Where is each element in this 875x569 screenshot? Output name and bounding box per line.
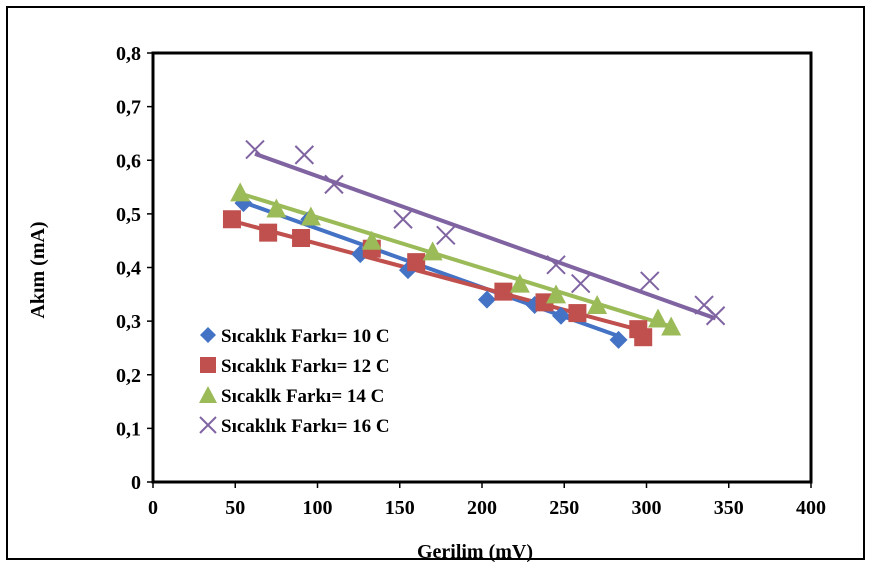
y-axis-title: Akım (mA): [27, 221, 49, 318]
legend-label: Sıcaklk Farkı= 14 C: [221, 386, 384, 407]
data-point: [546, 255, 566, 275]
data-point: [292, 229, 311, 248]
y-tick-label: 0,6: [116, 150, 141, 172]
series-4-points: [245, 139, 726, 326]
data-point: [609, 330, 628, 349]
legend: Sıcaklık Farkı= 10 C Sıcaklık Farkı= 12 C…: [199, 326, 390, 437]
data-point: [361, 230, 382, 250]
data-point: [324, 174, 344, 195]
x-tick-label: 0: [148, 497, 158, 519]
data-point: [477, 290, 496, 309]
y-tick-label: 0,3: [116, 311, 141, 333]
data-point: [222, 210, 241, 229]
x-tick-label: 100: [303, 497, 333, 519]
data-point: [245, 139, 265, 160]
data-point: [570, 273, 591, 294]
chart-figure: 0 50 100 150 200 250 300 350 400 0 0,1 0,2 0,3 0,4 0,…: [6, 6, 865, 562]
data-point: [407, 253, 426, 272]
legend-marker: [200, 327, 216, 343]
y-tick-label: 0,5: [116, 204, 141, 226]
x-axis-title: Gerilim (mV): [417, 541, 533, 562]
data-point: [422, 241, 443, 261]
y-tick-label: 0,4: [116, 258, 141, 280]
x-tick-label: 350: [714, 497, 744, 519]
data-point: [661, 316, 682, 336]
data-point: [551, 306, 570, 325]
series-3-points: [230, 182, 682, 336]
y-tick-label: 0,1: [116, 418, 141, 440]
data-point: [266, 198, 287, 218]
data-point: [546, 284, 567, 304]
data-point: [568, 304, 587, 323]
trendline-series-3: [239, 191, 672, 329]
x-tick-label: 250: [549, 497, 579, 519]
x-axis-ticks: 0 50 100 150 200 250 300 350 400: [148, 482, 826, 519]
legend-label: Sıcaklık Farkı= 12 C: [221, 356, 390, 377]
data-point: [259, 223, 278, 242]
data-point: [436, 225, 456, 246]
data-point: [705, 306, 726, 326]
data-point: [494, 282, 513, 301]
x-tick-label: 50: [225, 497, 245, 519]
data-point: [294, 145, 315, 165]
x-tick-label: 200: [467, 497, 497, 519]
legend-marker: [199, 416, 217, 434]
data-markers: [222, 139, 726, 349]
data-point: [230, 182, 251, 202]
data-point: [640, 271, 660, 291]
legend-marker: [200, 357, 216, 373]
data-point: [393, 209, 413, 229]
chart-svg: 0 50 100 150 200 250 300 350 400 0 0,1 0,2 0,3 0,4 0,…: [27, 43, 826, 562]
data-point: [587, 295, 608, 315]
x-tick-label: 150: [385, 497, 415, 519]
x-tick-label: 300: [632, 497, 662, 519]
x-tick-label: 400: [796, 497, 826, 519]
data-point: [300, 206, 321, 226]
legend-marker: [199, 386, 217, 403]
y-tick-label: 0,7: [116, 97, 141, 119]
data-point: [509, 273, 530, 293]
y-tick-label: 0,2: [116, 365, 141, 387]
y-axis-ticks: 0 0,1 0,2 0,3 0,4 0,5 0,6 0,7 0,8: [116, 43, 153, 494]
y-tick-label: 0: [131, 472, 141, 494]
data-point: [648, 308, 669, 328]
legend-label: Sıcaklık Farkı= 10 C: [221, 326, 390, 347]
data-point: [634, 328, 653, 347]
legend-label: Sıcaklık Farkı= 16 C: [221, 416, 390, 437]
y-tick-label: 0,8: [116, 43, 141, 65]
